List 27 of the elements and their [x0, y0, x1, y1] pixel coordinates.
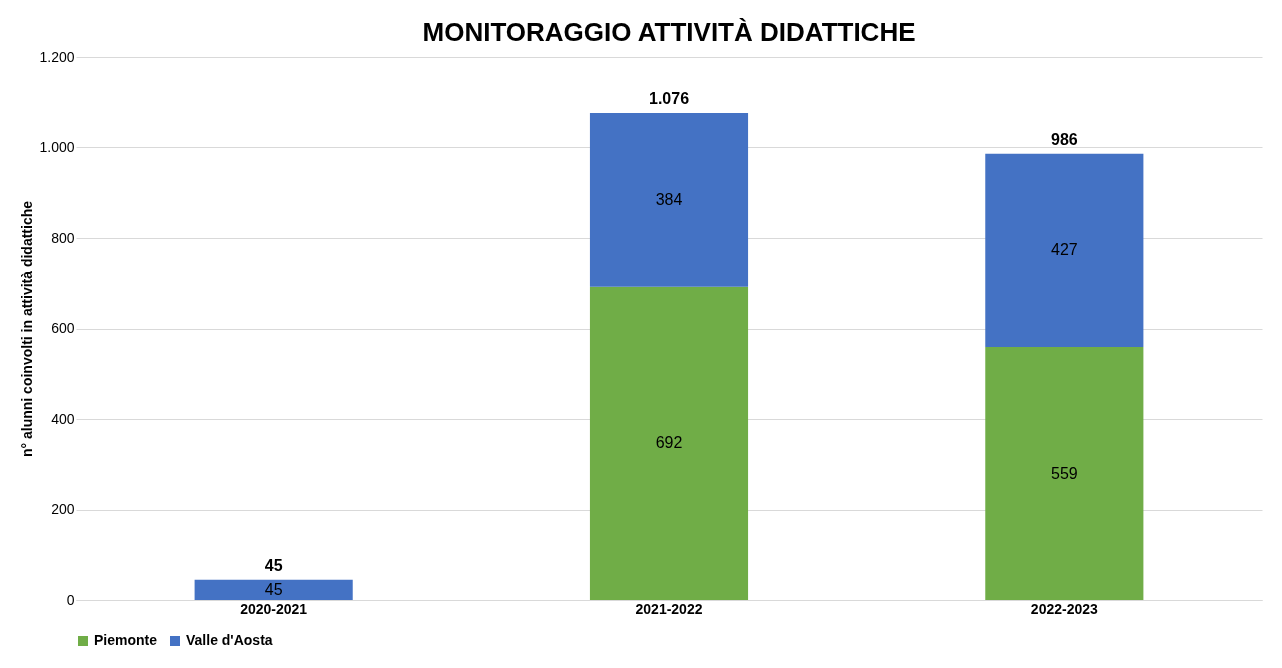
total-label: 1.076 — [648, 90, 690, 108]
y-tick-label: 1.000 — [39, 139, 75, 155]
y-tick-label: 600 — [51, 320, 75, 336]
x-tick-label: 2020-2021 — [240, 600, 308, 617]
legend-label: Valle d'Aosta — [186, 632, 273, 648]
data-label: 427 — [1050, 241, 1078, 259]
data-label: 384 — [655, 190, 683, 208]
x-tick-label: 2022-2023 — [1030, 600, 1099, 617]
bar — [985, 347, 1144, 600]
bar — [194, 579, 353, 600]
data-label: 559 — [1050, 464, 1078, 482]
y-tick-label: 200 — [51, 501, 75, 517]
chart-title: MONITORAGGIO ATTIVITÀ DIDATTICHE — [422, 17, 916, 47]
y-tick-label: 1.200 — [39, 48, 75, 65]
y-axis-title: n° alunni coinvolti in attività didattiche — [19, 200, 36, 458]
total-label: 986 — [1050, 130, 1078, 148]
bar — [985, 153, 1144, 348]
data-label: 45 — [264, 580, 283, 598]
bar — [589, 286, 749, 600]
y-tick-label: 400 — [51, 410, 75, 427]
y-tick-label: 800 — [51, 229, 75, 246]
total-label: 45 — [264, 556, 283, 574]
x-tick-label: 2021-2022 — [635, 600, 703, 617]
y-tick-label: 0 — [66, 591, 75, 608]
data-label: 692 — [655, 434, 683, 452]
bar — [589, 113, 749, 287]
legend-label: Piemonte — [94, 632, 158, 648]
